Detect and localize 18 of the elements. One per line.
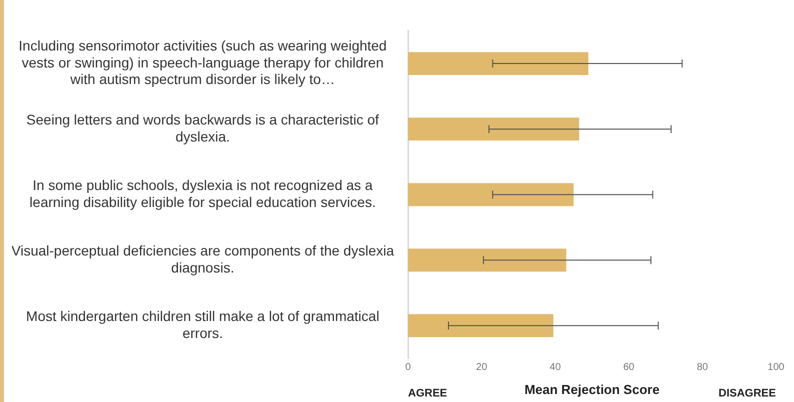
bar bbox=[408, 183, 574, 206]
text: DISAGREE bbox=[718, 388, 776, 400]
x-tick-label: 0 bbox=[405, 362, 412, 374]
bar bbox=[408, 248, 566, 272]
y-tick-label: In some public schools, dyslexia is not recognized as a learning disability eligible for special education services. bbox=[30, 177, 376, 210]
x-tick-label: 80 bbox=[696, 362, 708, 374]
y-tick-label: Seeing letters and words backwards is a characteristic of dyslexia. bbox=[26, 112, 380, 144]
x-axis-title: Mean Rejection Score bbox=[524, 382, 660, 397]
x-tick-label: 100 bbox=[768, 362, 785, 374]
y-tick-label: Most kindergarten children still make a lot of grammatical errors. bbox=[26, 308, 380, 341]
y-tick-label: Including sensorimotor activities (such as wearing weighted vests or swinging) in speech-language therapy for children with autism spectrum disorder is likely to… bbox=[18, 38, 387, 88]
bar bbox=[408, 314, 554, 338]
bar bbox=[408, 118, 580, 141]
x-tick-label: 60 bbox=[623, 362, 635, 374]
bar bbox=[408, 52, 588, 76]
text: AGREE bbox=[408, 388, 448, 400]
x-tick-label: 40 bbox=[550, 362, 562, 374]
x-tick-label: 20 bbox=[476, 362, 488, 374]
